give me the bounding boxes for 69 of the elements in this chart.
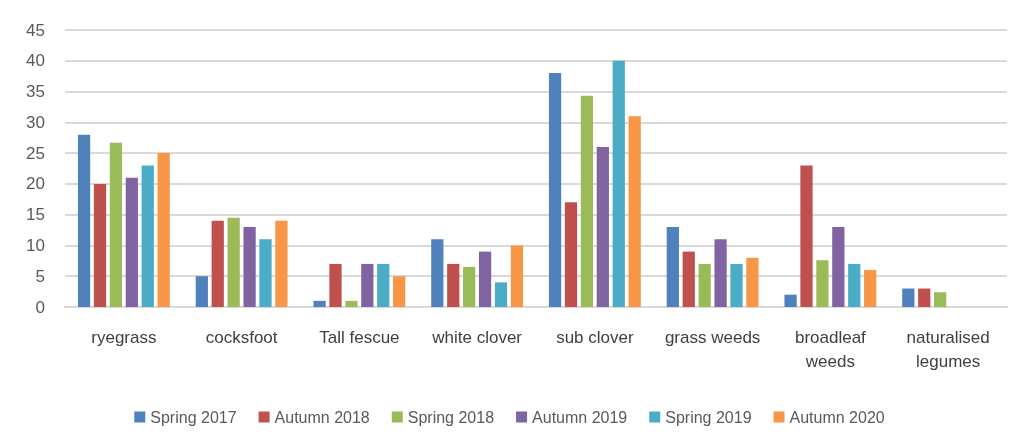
x-tick-label: ryegrass bbox=[91, 327, 157, 347]
bar bbox=[275, 220, 288, 307]
legend-label: Autumn 2020 bbox=[789, 408, 885, 426]
bar bbox=[93, 183, 107, 307]
bar bbox=[125, 177, 138, 307]
legend-label: Autumn 2018 bbox=[274, 408, 370, 426]
bar bbox=[666, 226, 679, 307]
bar bbox=[548, 73, 562, 307]
bar bbox=[478, 251, 492, 307]
x-tick-label: cocksfoot bbox=[205, 327, 278, 347]
x-tick-label: naturalised legumes bbox=[906, 327, 990, 371]
bar bbox=[494, 282, 508, 307]
bar bbox=[393, 276, 406, 307]
bar bbox=[564, 202, 578, 307]
bar bbox=[902, 288, 915, 307]
bar bbox=[596, 146, 609, 307]
bar bbox=[211, 220, 224, 307]
bar bbox=[377, 263, 390, 307]
bar bbox=[714, 239, 727, 307]
bar bbox=[243, 226, 256, 307]
bar bbox=[510, 245, 524, 307]
bar bbox=[746, 257, 759, 307]
x-tick-label: white clover bbox=[431, 327, 523, 347]
bar bbox=[816, 260, 829, 307]
y-tick-label: 20 bbox=[26, 174, 45, 194]
bar bbox=[431, 239, 444, 307]
y-tick-label: 40 bbox=[26, 51, 45, 71]
bar bbox=[800, 165, 813, 307]
bar bbox=[463, 266, 476, 307]
bar bbox=[361, 263, 374, 307]
y-tick-label: 25 bbox=[26, 143, 45, 163]
x-tick-label: grass weeds bbox=[664, 327, 761, 347]
bar bbox=[447, 263, 460, 307]
bar bbox=[259, 239, 272, 307]
x-tick-label: broadleaf weeds bbox=[794, 327, 867, 371]
y-tick-label: 0 bbox=[35, 297, 45, 317]
bar bbox=[612, 60, 625, 307]
y-tick-label: 45 bbox=[26, 20, 45, 40]
bar bbox=[730, 263, 743, 307]
bar bbox=[682, 251, 695, 307]
bar bbox=[848, 263, 861, 307]
bar bbox=[157, 153, 170, 307]
legend-label: Spring 2017 bbox=[150, 408, 237, 426]
bar bbox=[698, 263, 711, 307]
bar bbox=[227, 217, 240, 307]
bar bbox=[580, 95, 594, 307]
x-tick-label: sub clover bbox=[556, 327, 634, 347]
legend-label: Spring 2019 bbox=[665, 408, 752, 426]
x-tick-label: Tall fescue bbox=[319, 327, 400, 347]
legend-label: Spring 2018 bbox=[407, 408, 495, 426]
bar bbox=[313, 300, 326, 307]
bar bbox=[109, 142, 123, 307]
y-tick-label: 5 bbox=[35, 266, 45, 286]
bar bbox=[918, 288, 931, 307]
bar bbox=[141, 165, 154, 307]
y-tick-label: 30 bbox=[26, 112, 45, 132]
bar bbox=[832, 226, 845, 307]
bar bbox=[329, 263, 342, 307]
legend-label: Autumn 2019 bbox=[532, 408, 628, 426]
bar bbox=[864, 270, 877, 307]
bar bbox=[934, 292, 947, 307]
bar bbox=[77, 134, 91, 307]
bar bbox=[345, 300, 358, 307]
bar bbox=[195, 276, 208, 307]
y-tick-label: 15 bbox=[26, 205, 45, 225]
bar bbox=[628, 116, 641, 307]
y-tick-label: 35 bbox=[26, 82, 45, 102]
bar bbox=[784, 294, 797, 307]
y-tick-label: 10 bbox=[26, 235, 45, 255]
